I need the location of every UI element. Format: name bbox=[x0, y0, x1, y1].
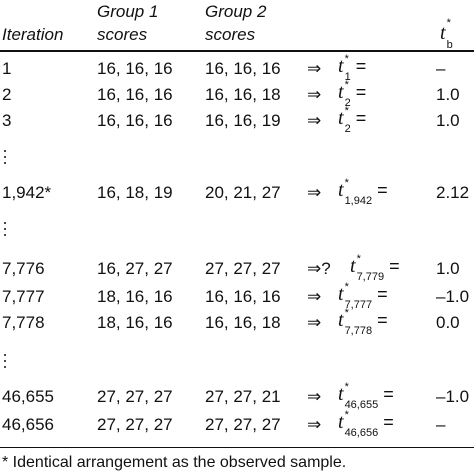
header-group2: Group 2 bbox=[205, 2, 267, 21]
row-group1-scores: 18, 16, 16 bbox=[97, 287, 173, 306]
header-group1-scores: scores bbox=[97, 25, 148, 44]
row-iteration: 7,777 bbox=[2, 287, 45, 306]
row-group2-scores: 16, 16, 16 bbox=[205, 287, 281, 306]
row-iteration: 7,778 bbox=[2, 313, 45, 332]
row-t-value: –1.0 bbox=[436, 287, 470, 306]
ellipsis-2 bbox=[4, 222, 10, 240]
row-group2-scores: 27, 27, 27 bbox=[205, 259, 281, 278]
row-t-value: 1.0 bbox=[436, 259, 460, 278]
row-group2-scores: 27, 27, 21 bbox=[205, 387, 281, 406]
row-iteration: 46,656 bbox=[2, 415, 54, 434]
row-arrow: ⇒ bbox=[307, 387, 322, 406]
row-t-statistic: t * 1,942= bbox=[338, 177, 388, 207]
row-t-value: 0.0 bbox=[436, 313, 460, 332]
row-t-statistic: t * 46,655= bbox=[338, 381, 394, 411]
row-arrow: ⇒ bbox=[307, 415, 322, 434]
row-group1-scores: 16, 16, 16 bbox=[97, 59, 173, 78]
row-group2-scores: 16, 16, 18 bbox=[205, 313, 281, 332]
row-t-statistic: t * 7,777= bbox=[338, 281, 388, 311]
ellipsis-3 bbox=[4, 354, 10, 372]
header-tb: t * b bbox=[440, 17, 453, 51]
footnote: * Identical arrangement as the observed … bbox=[2, 454, 347, 471]
row-t-statistic: t * 7,778= bbox=[338, 307, 388, 337]
row-t-statistic: t * 2= bbox=[338, 105, 367, 135]
header-group2-scores: scores bbox=[205, 25, 256, 44]
header-iteration: Iteration bbox=[2, 25, 64, 44]
row-group1-scores: 16, 16, 16 bbox=[97, 85, 173, 104]
row-arrow: ⇒ bbox=[307, 111, 322, 130]
row-group1-scores: 27, 27, 27 bbox=[97, 387, 173, 406]
row-group1-scores: 16, 16, 16 bbox=[97, 111, 173, 130]
row-arrow: ⇒ bbox=[307, 59, 322, 78]
row-group1-scores: 27, 27, 27 bbox=[97, 415, 173, 434]
row-group2-scores: 16, 16, 16 bbox=[205, 59, 281, 78]
row-t-value: –1.0 bbox=[436, 387, 470, 406]
row-t-value: – bbox=[436, 415, 446, 434]
row-iteration: 1,942* bbox=[2, 183, 52, 202]
header-rule bbox=[0, 50, 474, 52]
row-t-value: 1.0 bbox=[436, 111, 460, 130]
row-group2-scores: 27, 27, 27 bbox=[205, 415, 281, 434]
row-t-value: 1.0 bbox=[436, 85, 460, 104]
row-t-value: – bbox=[436, 59, 446, 78]
row-arrow: ⇒ bbox=[307, 85, 322, 104]
row-group2-scores: 20, 21, 27 bbox=[205, 183, 281, 202]
row-group2-scores: 16, 16, 19 bbox=[205, 111, 281, 130]
row-arrow: ⇒ bbox=[307, 313, 322, 332]
row-t-statistic: t * 7,779= bbox=[350, 253, 400, 283]
row-group2-scores: 16, 16, 18 bbox=[205, 85, 281, 104]
row-group1-scores: 18, 16, 16 bbox=[97, 313, 173, 332]
row-t-statistic: t * 46,656= bbox=[338, 409, 394, 439]
header-group1: Group 1 bbox=[97, 2, 159, 21]
row-group1-scores: 16, 27, 27 bbox=[97, 259, 173, 278]
row-group1-scores: 16, 18, 19 bbox=[97, 183, 173, 202]
ellipsis-1 bbox=[4, 150, 10, 168]
footer-rule bbox=[0, 447, 474, 448]
row-iteration: 7,776 bbox=[2, 259, 45, 278]
row-iteration: 46,655 bbox=[2, 387, 54, 406]
row-arrow: ⇒? bbox=[307, 259, 331, 278]
row-t-statistic: t * 1= bbox=[338, 53, 367, 83]
row-iteration: 3 bbox=[2, 111, 12, 130]
row-t-statistic: t * 2= bbox=[338, 79, 367, 109]
row-arrow: ⇒ bbox=[307, 183, 322, 202]
row-iteration: 1 bbox=[2, 59, 12, 78]
row-t-value: 2.12 bbox=[436, 183, 470, 202]
row-iteration: 2 bbox=[2, 85, 12, 104]
row-arrow: ⇒ bbox=[307, 287, 322, 306]
